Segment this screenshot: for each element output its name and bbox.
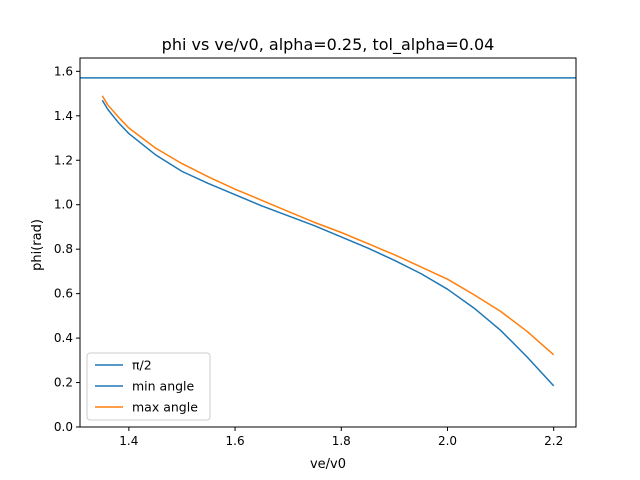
- series-line-min-angle: [101, 99, 555, 387]
- y-tick-label: 1.4: [54, 109, 73, 123]
- legend-label: min angle: [132, 379, 195, 394]
- x-tick-label: 1.6: [226, 434, 245, 448]
- y-axis-label: phi(rad): [30, 219, 45, 271]
- legend-box: [86, 352, 211, 421]
- legend-label: max angle: [132, 400, 198, 415]
- x-tick-label: 1.4: [119, 434, 138, 448]
- y-tick-label: 1.2: [54, 153, 73, 167]
- y-tick-label: 0.0: [54, 420, 73, 434]
- chart-title: phi vs ve/v0, alpha=0.25, tol_alpha=0.04: [162, 35, 495, 55]
- y-tick-label: 1.0: [54, 198, 73, 212]
- plot-area: 1.4 1.6 1.8 2.0 2.2 0.0 0.2 0.4 0.6 0.8 1.0 1.2 1.4 1…: [54, 57, 577, 448]
- x-tick-label: 2.2: [544, 434, 563, 448]
- legend-label: π/2: [132, 358, 152, 373]
- axes-frame: [79, 57, 577, 428]
- y-tick-label: 0.6: [54, 287, 73, 301]
- y-tick-label: 0.8: [54, 242, 73, 256]
- x-axis-label: ve/v0: [310, 457, 346, 472]
- y-tick-label: 0.4: [54, 331, 73, 345]
- y-tick-label: 1.6: [54, 64, 73, 78]
- x-tick-label: 1.8: [332, 434, 351, 448]
- x-tick-label: 2.0: [438, 434, 457, 448]
- legend: π/2 min angle max angle: [86, 352, 211, 421]
- y-tick-label: 0.2: [54, 376, 73, 390]
- series-line-max-angle: [101, 95, 555, 356]
